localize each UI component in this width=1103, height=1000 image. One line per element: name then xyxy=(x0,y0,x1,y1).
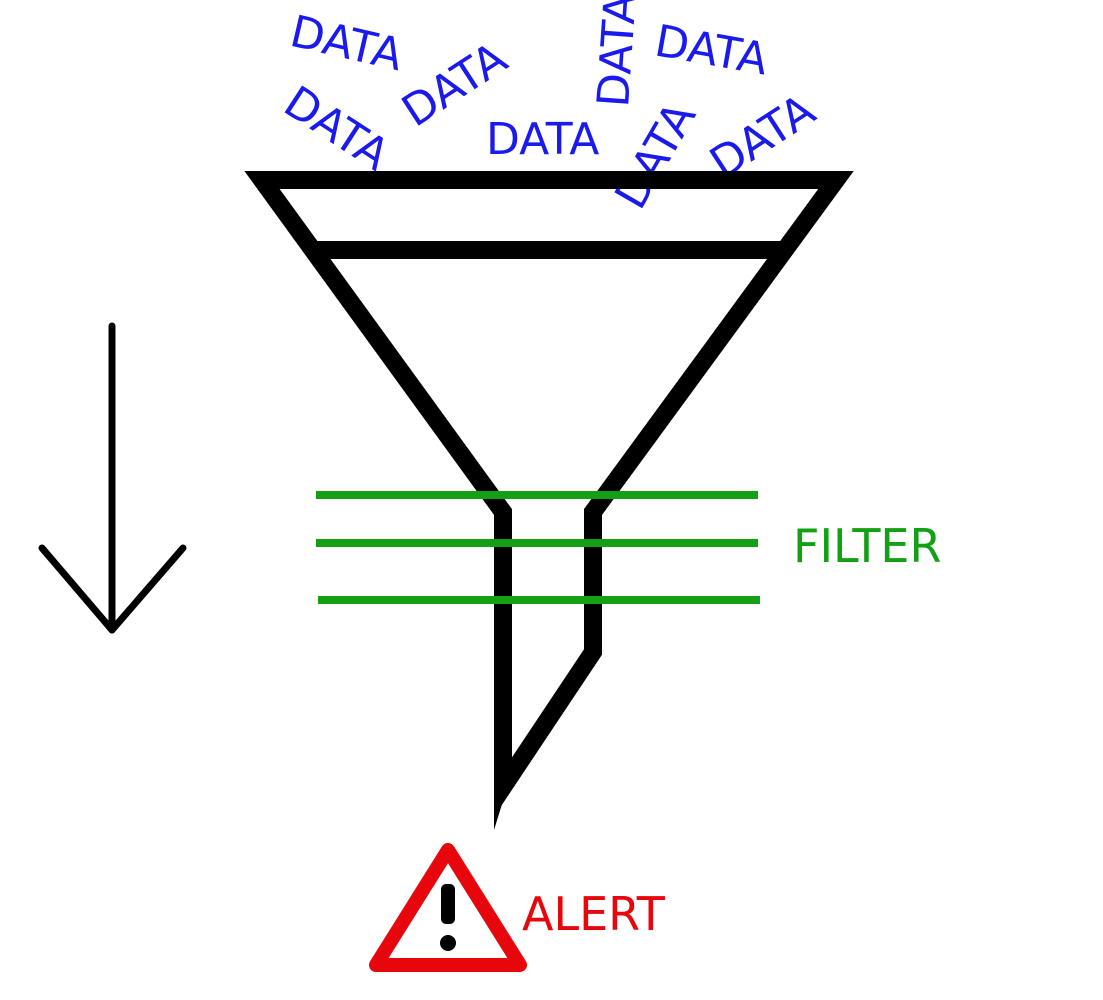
data-word: DATA xyxy=(588,0,647,109)
filter-label: FILTER xyxy=(793,519,941,573)
data-word: DATA xyxy=(486,114,599,165)
data-word: DATA xyxy=(651,16,771,86)
arrow-down-icon xyxy=(38,322,187,634)
warning-triangle-icon xyxy=(369,843,527,972)
data-word: DATA xyxy=(286,6,408,81)
filter-lines xyxy=(316,491,760,604)
funnel-spout-tip xyxy=(494,772,512,830)
data-word: DATA xyxy=(275,76,398,181)
exclamation-dot xyxy=(440,935,456,951)
alert-group: ALERT xyxy=(369,843,666,972)
data-word: DATA xyxy=(605,94,706,218)
exclamation-mark xyxy=(441,884,455,924)
funnel-outline xyxy=(244,171,854,817)
arrow-head xyxy=(38,544,187,634)
alert-label: ALERT xyxy=(522,887,666,941)
funnel-icon xyxy=(244,171,854,817)
warning-triangle xyxy=(369,843,527,972)
